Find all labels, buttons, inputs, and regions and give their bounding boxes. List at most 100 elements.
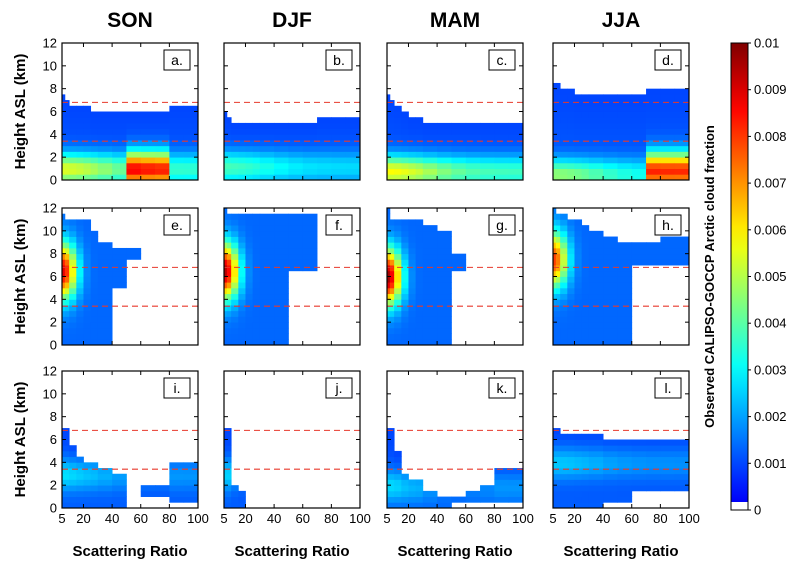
heat-cell bbox=[83, 105, 92, 112]
heat-cell bbox=[64, 428, 70, 435]
heat-cell bbox=[415, 140, 424, 147]
heat-cell bbox=[465, 134, 481, 141]
heat-cell bbox=[245, 162, 254, 169]
heat-cell bbox=[238, 496, 246, 503]
heat-cell bbox=[603, 462, 618, 469]
y-tick-label: 4 bbox=[50, 292, 57, 307]
heat-cell bbox=[588, 502, 604, 509]
heat-cell bbox=[574, 310, 583, 317]
heat-cell bbox=[560, 468, 568, 475]
heat-cell bbox=[245, 145, 254, 152]
heat-cell bbox=[387, 439, 391, 446]
x-tick-label: 60 bbox=[296, 511, 310, 526]
heat-cell bbox=[274, 333, 289, 340]
y-tick-label: 10 bbox=[43, 386, 57, 401]
heat-cell bbox=[401, 117, 409, 124]
panel-letter: h. bbox=[662, 217, 674, 233]
heat-cell bbox=[76, 287, 84, 295]
heat-cell bbox=[389, 462, 395, 469]
heat-cell bbox=[401, 151, 409, 158]
heat-cell bbox=[560, 117, 568, 124]
heat-cell bbox=[567, 145, 575, 152]
heat-cell bbox=[226, 310, 232, 317]
heat-cell bbox=[567, 225, 575, 232]
heat-cell bbox=[560, 253, 568, 260]
heat-cell bbox=[617, 287, 633, 295]
heat-cell bbox=[581, 293, 590, 300]
heat-cell bbox=[581, 450, 590, 458]
heat-cell bbox=[553, 145, 557, 152]
heat-cell bbox=[183, 134, 199, 141]
heat-cell bbox=[252, 157, 261, 164]
heat-cell bbox=[560, 456, 568, 463]
colorbar-tick-label: 0.008 bbox=[754, 129, 787, 144]
heat-cell bbox=[90, 134, 99, 141]
heat-cell bbox=[646, 174, 661, 181]
heat-cell bbox=[90, 174, 99, 181]
heat-cell bbox=[224, 128, 228, 135]
heat-cell bbox=[617, 247, 633, 255]
heat-cell bbox=[674, 151, 690, 158]
heat-cell bbox=[408, 242, 417, 249]
heat-cell bbox=[389, 122, 395, 130]
heat-cell bbox=[69, 456, 77, 463]
heat-cell bbox=[83, 490, 92, 497]
heat-cell bbox=[567, 439, 575, 446]
heat-cell bbox=[437, 265, 452, 272]
heat-cell bbox=[603, 242, 618, 249]
heat-cell bbox=[97, 310, 113, 317]
heat-cell bbox=[508, 128, 524, 135]
heat-cell bbox=[345, 145, 361, 152]
heat-cell bbox=[252, 299, 261, 306]
heat-cell bbox=[401, 134, 409, 141]
heat-cell bbox=[401, 282, 409, 289]
heat-cell bbox=[581, 157, 590, 164]
heat-cell bbox=[401, 299, 409, 306]
heat-cell bbox=[97, 145, 113, 152]
heat-cell bbox=[581, 122, 590, 130]
heat-cell bbox=[465, 140, 481, 147]
heat-cell bbox=[567, 445, 575, 452]
heat-cell bbox=[567, 174, 575, 181]
heat-cell bbox=[631, 117, 647, 124]
heat-cell bbox=[387, 259, 391, 266]
heat-cell bbox=[508, 157, 524, 164]
heat-cell bbox=[64, 310, 70, 317]
heat-cell bbox=[401, 293, 409, 300]
heat-cell bbox=[394, 111, 402, 118]
heat-cell bbox=[224, 305, 228, 312]
heat-cell bbox=[560, 450, 568, 458]
heat-cell bbox=[69, 282, 77, 289]
y-tick-label: 2 bbox=[50, 478, 57, 493]
heat-cell bbox=[231, 225, 239, 232]
heat-cell bbox=[494, 134, 510, 141]
heat-cell bbox=[617, 456, 633, 463]
heat-cell bbox=[422, 310, 438, 317]
heat-cell bbox=[226, 433, 232, 440]
heat-cell bbox=[437, 322, 452, 329]
heat-cell bbox=[555, 485, 561, 492]
heat-cell bbox=[274, 270, 289, 277]
heat-cell bbox=[288, 265, 304, 272]
heat-cell bbox=[387, 496, 391, 503]
heat-cell bbox=[415, 299, 424, 306]
heat-cell bbox=[588, 145, 604, 152]
heat-cell bbox=[83, 145, 92, 152]
heat-cell bbox=[422, 157, 438, 164]
y-tick-label: 12 bbox=[43, 201, 57, 216]
heat-cell bbox=[574, 162, 583, 169]
heat-cell bbox=[83, 157, 92, 164]
heat-cell bbox=[574, 462, 583, 469]
heat-cell bbox=[553, 151, 557, 158]
heat-cell bbox=[394, 339, 402, 346]
heat-cell bbox=[231, 327, 239, 334]
heat-cell bbox=[401, 496, 409, 503]
heat-cell bbox=[465, 162, 481, 169]
heat-cell bbox=[394, 282, 402, 289]
heat-cell bbox=[224, 168, 228, 175]
heat-cell bbox=[401, 490, 409, 497]
heat-cell bbox=[97, 122, 113, 130]
heat-cell bbox=[245, 140, 254, 147]
heat-cell bbox=[140, 151, 156, 158]
heat-cell bbox=[574, 122, 583, 130]
